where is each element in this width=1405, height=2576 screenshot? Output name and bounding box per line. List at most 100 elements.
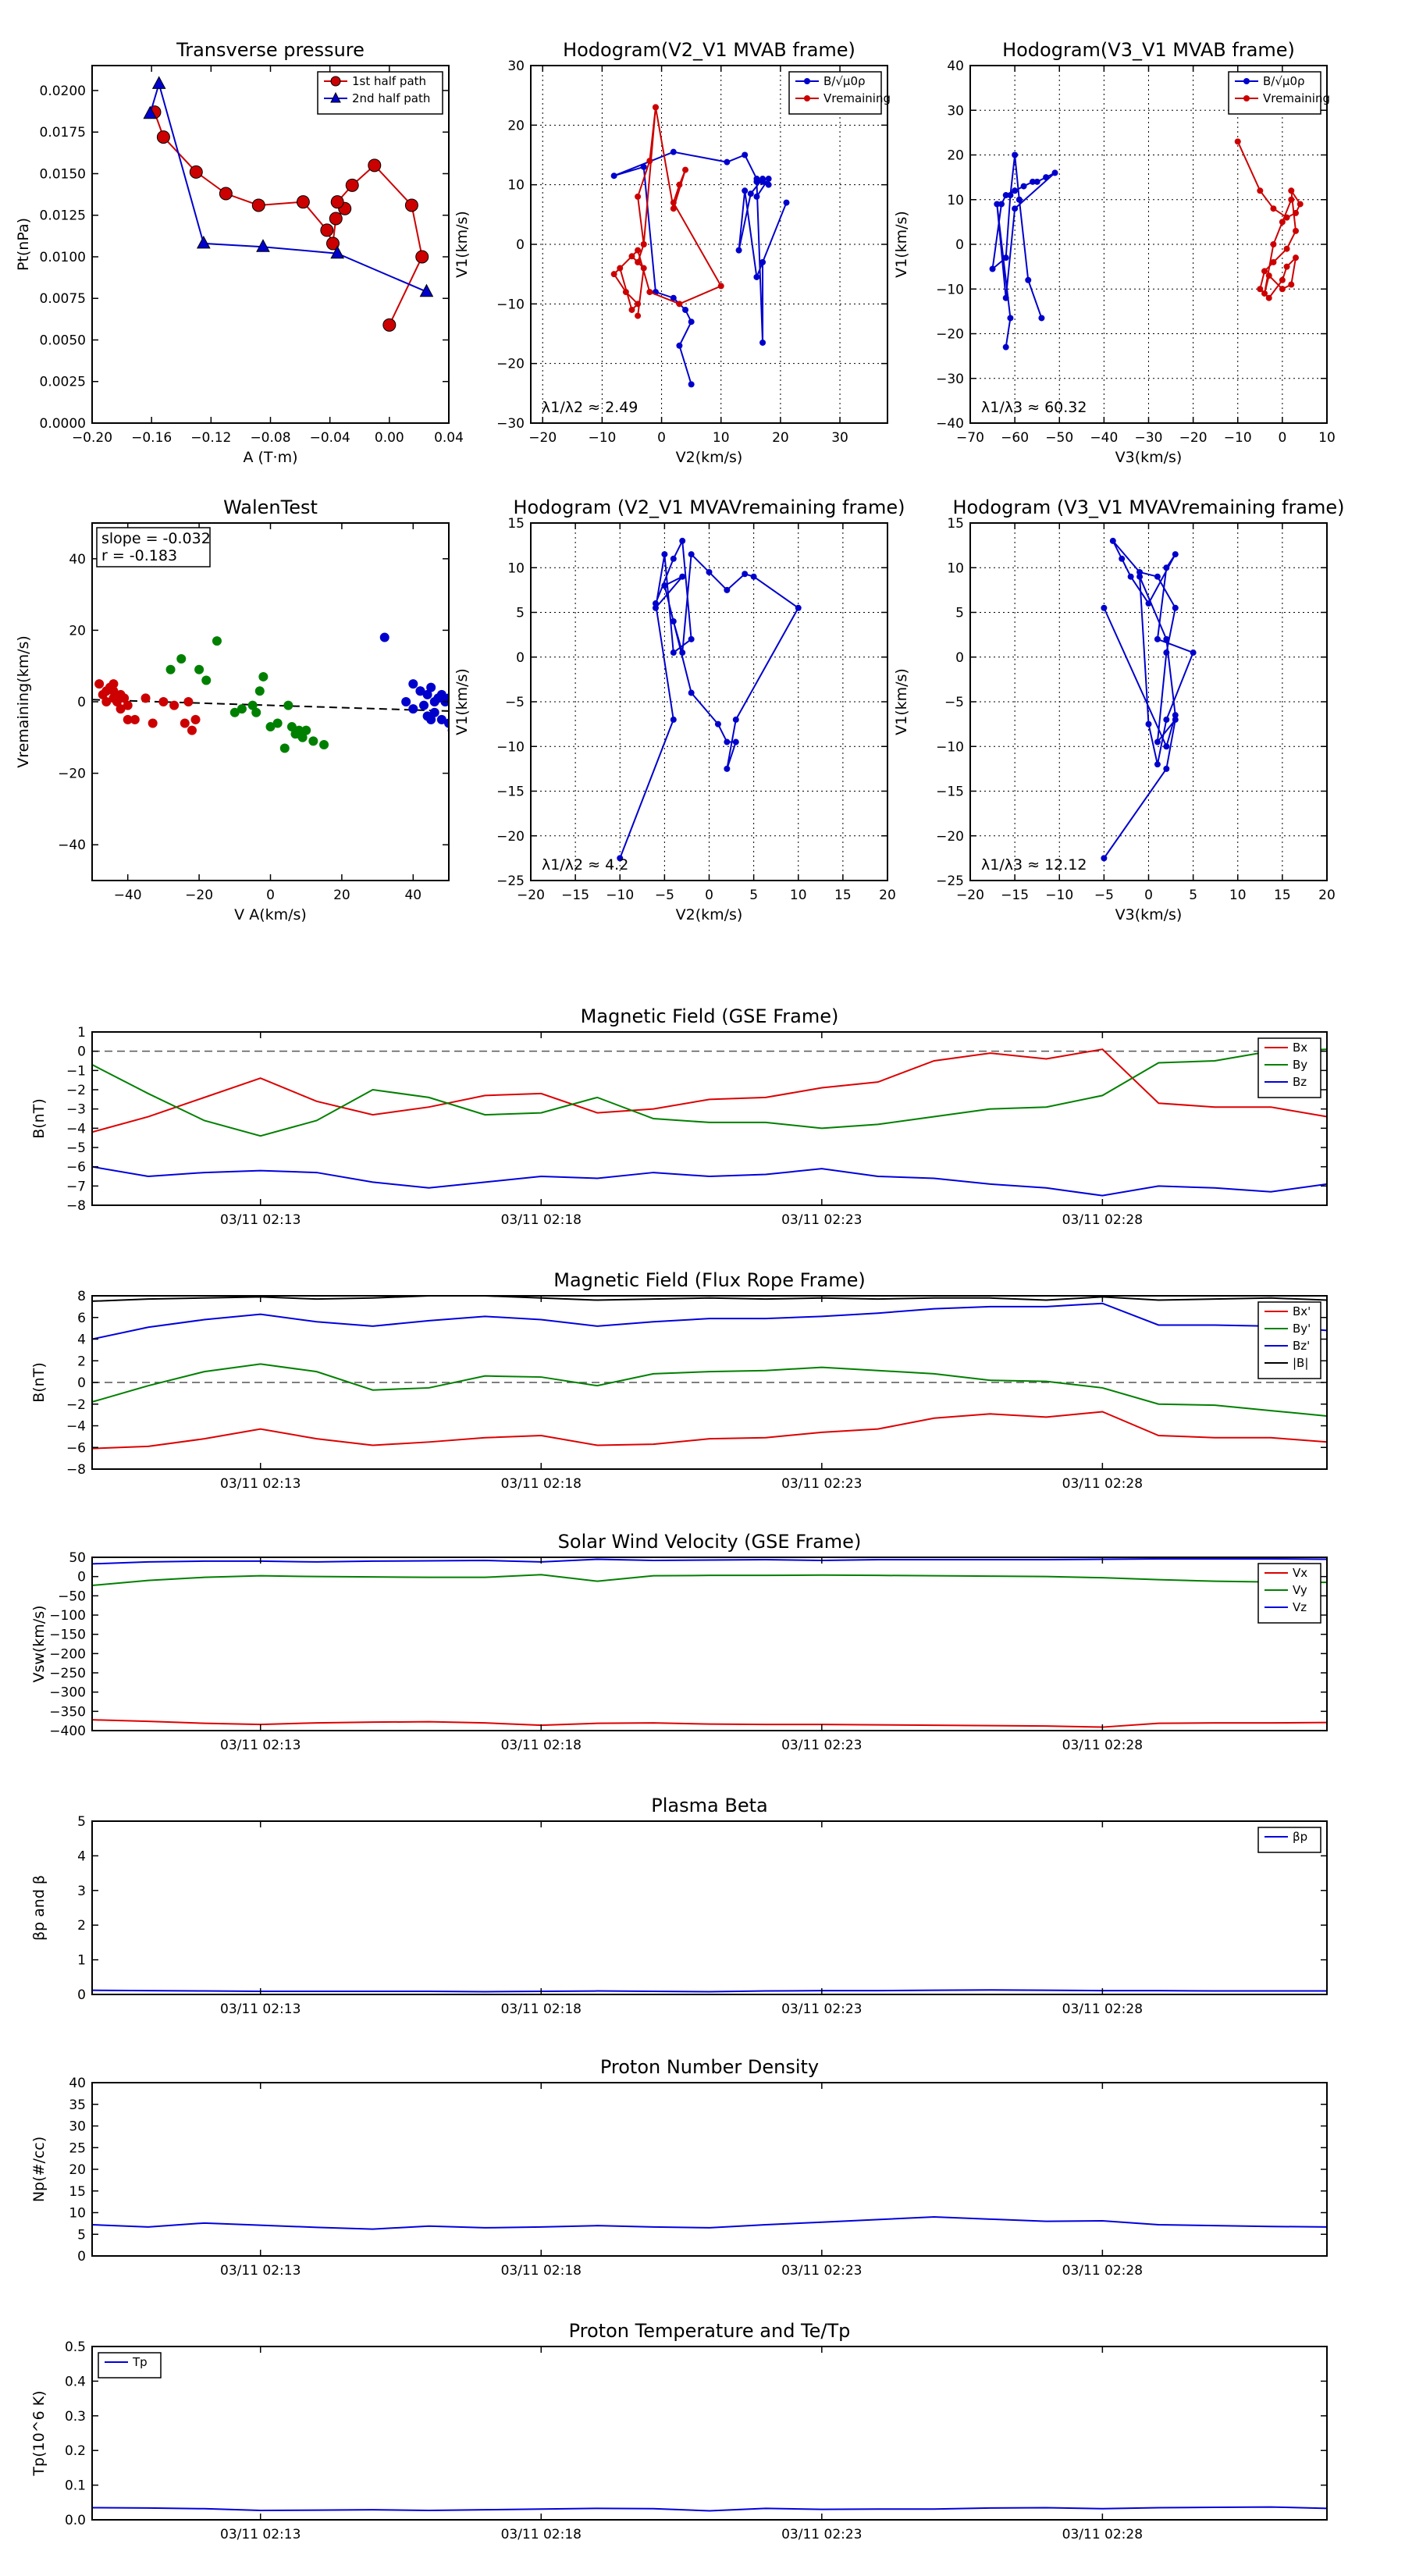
series-line-0 — [991, 155, 1056, 347]
data-point — [189, 165, 203, 179]
series-line-1 — [613, 107, 723, 316]
data-point — [329, 212, 343, 226]
data-point — [201, 675, 212, 685]
data-point — [294, 729, 304, 739]
x-tick-label: 20 — [333, 888, 350, 903]
y-tick-label: 0.0 — [65, 2513, 86, 2528]
hodogram-v3-v1-mvav-panel: −20 −15 −10 −5 0 5 10 15 20−25−20−15−10−5051015H… — [893, 496, 1345, 923]
legend-label: βp — [1293, 1830, 1307, 1844]
data-point — [1154, 761, 1161, 768]
x-tick-label: −20 — [185, 888, 213, 903]
y-tick-label: 0.0125 — [40, 208, 86, 224]
y-axis-label: V1(km/s) — [454, 668, 471, 735]
series-line-1 — [92, 1048, 1327, 1137]
eigenvalue-ratio-label: λ1/λ2 ≈ 4.2 — [542, 856, 628, 873]
x-tick-label: −0.12 — [190, 430, 231, 446]
magnetic-field-gse-panel: 03/11 02:13 03/11 02:18 03/11 02:23 03/11 0… — [30, 1005, 1328, 1228]
data-point — [759, 176, 767, 183]
data-point — [1283, 263, 1290, 270]
y-tick-label: −5 — [505, 695, 525, 710]
data-point — [628, 253, 635, 260]
y-tick-label: −20 — [496, 357, 525, 372]
x-axis-label: V3(km/s) — [1115, 906, 1183, 923]
y-axis-label: B(nT) — [30, 1362, 48, 1403]
data-point — [108, 679, 119, 689]
data-point — [652, 604, 659, 611]
x-tick-label: 10 — [1318, 430, 1336, 446]
x-tick-label: 0 — [1278, 430, 1286, 446]
y-tick-label: −2 — [66, 1397, 86, 1413]
data-point — [998, 201, 1005, 208]
legend-label: Vy — [1293, 1583, 1307, 1597]
data-point — [422, 689, 432, 699]
series-line-2 — [92, 1302, 1327, 1340]
legend-label: |B| — [1293, 1356, 1308, 1370]
x-tick-label: 20 — [772, 430, 789, 446]
data-point — [1172, 716, 1179, 723]
chart-title: WalenTest — [223, 496, 318, 518]
data-point — [320, 223, 334, 237]
data-point — [169, 700, 180, 710]
data-point — [1283, 214, 1290, 221]
y-tick-label: 0 — [955, 650, 964, 666]
plot-area — [143, 76, 434, 332]
legend-marker — [330, 91, 341, 103]
chart-title: Magnetic Field (Flux Rope Frame) — [553, 1269, 865, 1291]
data-point — [635, 193, 642, 200]
y-axis-label: B(nT) — [30, 1098, 48, 1139]
data-point — [140, 693, 151, 703]
data-point — [123, 714, 133, 724]
y-tick-label: −8 — [66, 1198, 86, 1214]
legend-label: Vz — [1293, 1600, 1307, 1614]
proton-number-density-panel: 03/11 02:13 03/11 02:18 03/11 02:23 03/11 0… — [30, 2056, 1328, 2279]
data-point — [272, 718, 283, 728]
y-tick-label: −6 — [66, 1440, 86, 1456]
data-point — [108, 686, 119, 696]
x-tick-label: −0.08 — [250, 430, 290, 446]
axes-frame — [91, 1820, 1328, 1995]
data-point — [635, 247, 642, 254]
data-point — [187, 725, 197, 735]
y-tick-label: −50 — [58, 1589, 86, 1604]
data-point — [130, 714, 140, 724]
data-point — [151, 76, 166, 89]
y-tick-label: 40 — [69, 552, 86, 568]
series-line-0 — [154, 112, 423, 326]
y-tick-label: 0.0075 — [40, 291, 86, 307]
y-tick-label: 30 — [947, 103, 964, 119]
data-point — [308, 736, 318, 746]
y-tick-label: 0.4 — [65, 2374, 86, 2389]
data-point — [670, 199, 677, 206]
legend: Bx By Bz — [1257, 1037, 1321, 1098]
x-tick-label: 03/11 02:18 — [501, 1212, 582, 1228]
data-point — [194, 664, 205, 674]
y-tick-label: −5 — [66, 1140, 86, 1156]
tick-group: −40 −20 0 20 40 −40 −20 0 20 40 — [58, 523, 449, 903]
data-point — [408, 704, 418, 714]
y-tick-label: 40 — [69, 2076, 86, 2091]
data-point — [1043, 174, 1050, 181]
data-point — [419, 700, 429, 710]
y-tick-label: 1 — [77, 1025, 86, 1041]
data-point — [1265, 272, 1272, 279]
data-point — [753, 178, 760, 185]
x-tick-label: 5 — [749, 888, 758, 903]
data-point — [688, 318, 695, 326]
data-point — [640, 265, 647, 272]
x-tick-label: 03/11 02:28 — [1062, 1738, 1143, 1753]
data-point — [408, 679, 418, 689]
data-point — [1101, 604, 1108, 611]
data-point — [622, 289, 629, 296]
y-axis-label: Tp(10^6 K) — [30, 2390, 48, 2476]
y-tick-label: −25 — [936, 873, 964, 889]
tick-group: 03/11 02:13 03/11 02:18 03/11 02:23 03/11 0… — [66, 1289, 1327, 1492]
data-point — [1145, 720, 1152, 728]
x-tick-label: −0.20 — [72, 430, 112, 446]
legend-frame — [1257, 1827, 1321, 1853]
legend-label: 2nd half path — [352, 91, 430, 105]
series-line-0 — [92, 1048, 1327, 1133]
data-point — [676, 342, 683, 349]
y-tick-label: 0.2 — [65, 2443, 86, 2459]
x-tick-label: −20 — [1179, 430, 1208, 446]
tick-group: 03/11 02:13 03/11 02:18 03/11 02:23 03/11 0… — [66, 1025, 1327, 1228]
